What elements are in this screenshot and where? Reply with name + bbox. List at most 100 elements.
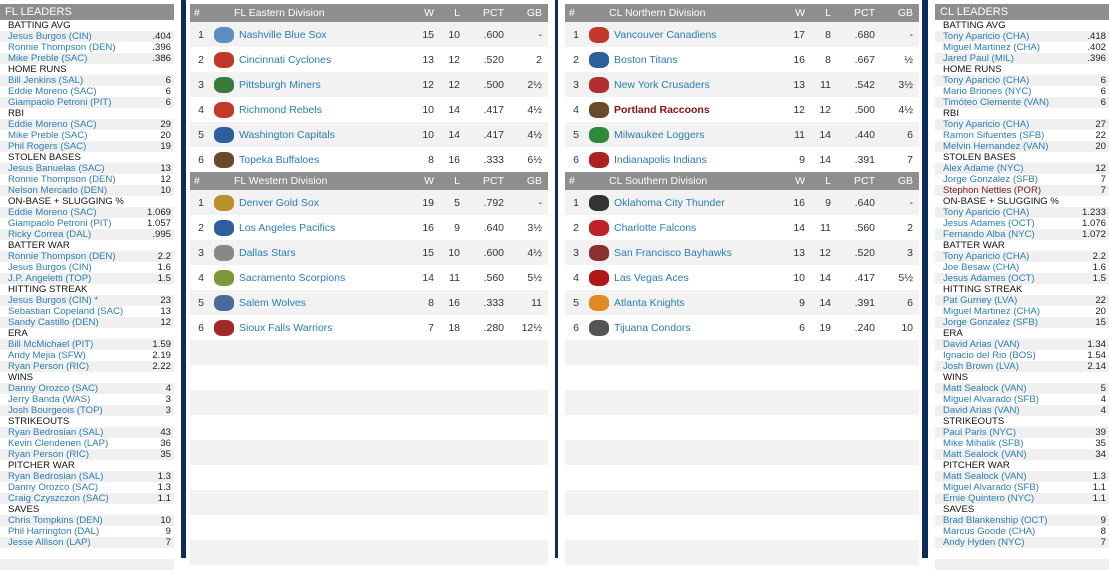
wins-column-header[interactable]: W (424, 7, 434, 19)
player-link[interactable]: Jesus Burgos (CIN) * (8, 295, 99, 306)
player-link[interactable]: Jesus Burgos (CIN) (8, 31, 92, 42)
team-logo-icon[interactable] (212, 268, 236, 288)
player-link[interactable]: Tony Aparicio (CHA) (943, 75, 1030, 86)
team-logo-icon[interactable] (212, 125, 236, 145)
player-link[interactable]: Bill McMichael (PIT) (8, 339, 94, 350)
wins-column-header[interactable]: W (795, 7, 805, 19)
player-link[interactable]: Alex Adame (NYC) (943, 163, 1024, 174)
player-link[interactable]: Phil Harrington (DAL) (8, 526, 100, 537)
losses-column-header[interactable]: L (454, 7, 460, 19)
player-link[interactable]: Ronnie Thompson (DEN) (8, 174, 116, 185)
team-logo-icon[interactable] (587, 293, 611, 313)
team-link[interactable]: Charlotte Falcons (614, 221, 697, 234)
player-link[interactable]: Stephon Nettles (POR) (943, 185, 1042, 196)
gb-column-header[interactable]: GB (526, 7, 542, 19)
pct-column-header[interactable]: PCT (854, 7, 875, 19)
team-link[interactable]: Richmond Rebels (239, 103, 322, 116)
pct-column-header[interactable]: PCT (483, 7, 504, 19)
team-logo-icon[interactable] (212, 150, 236, 170)
player-link[interactable]: David Arias (VAN) (943, 405, 1020, 416)
player-link[interactable]: Kevin Clendenen (LAP) (8, 438, 109, 449)
team-link[interactable]: Dallas Stars (239, 246, 296, 259)
player-link[interactable]: Danny Orozco (SAC) (8, 383, 99, 394)
team-logo-icon[interactable] (587, 75, 611, 95)
player-link[interactable]: Tony Aparicio (CHA) (943, 31, 1030, 42)
losses-column-header[interactable]: L (825, 175, 831, 187)
team-link[interactable]: Salem Wolves (239, 296, 306, 309)
player-link[interactable]: Ryan Bedrosian (SAL) (8, 427, 104, 438)
team-link[interactable]: Milwaukee Loggers (614, 128, 705, 141)
player-link[interactable]: Miguel Alvarado (SFB) (943, 482, 1039, 493)
player-link[interactable]: Paul Paris (NYC) (943, 427, 1017, 438)
team-link[interactable]: Indianapolis Indians (614, 153, 707, 166)
player-link[interactable]: Jorge Gonzalez (SFB) (943, 317, 1038, 328)
wins-column-header[interactable]: W (424, 175, 434, 187)
team-logo-icon[interactable] (587, 268, 611, 288)
team-link[interactable]: Los Angeles Pacifics (239, 221, 336, 234)
player-link[interactable]: David Arias (VAN) (943, 339, 1020, 350)
player-link[interactable]: J.P. Angeletti (TOP) (8, 273, 92, 284)
team-link[interactable]: Topeka Buffaloes (239, 153, 320, 166)
team-logo-icon[interactable] (587, 243, 611, 263)
player-link[interactable]: Mike Mihalik (SFB) (943, 438, 1024, 449)
player-link[interactable]: Sebastian Copeland (SAC) (8, 306, 124, 317)
losses-column-header[interactable]: L (825, 7, 831, 19)
team-link[interactable]: Washington Capitals (239, 128, 335, 141)
player-link[interactable]: Jesse Allison (LAP) (8, 537, 91, 548)
player-link[interactable]: Jared Paul (MIL) (943, 53, 1014, 64)
player-link[interactable]: Nelson Mercado (DEN) (8, 185, 108, 196)
player-link[interactable]: Phil Rogers (SAC) (8, 141, 87, 152)
player-link[interactable]: Ricky Correa (DAL) (8, 229, 92, 240)
player-link[interactable]: Matt Sealock (VAN) (943, 449, 1027, 460)
team-link[interactable]: Portland Raccoons (614, 103, 710, 116)
team-logo-icon[interactable] (587, 100, 611, 120)
team-logo-icon[interactable] (212, 193, 236, 213)
player-link[interactable]: Miguel Alvarado (SFB) (943, 394, 1039, 405)
gb-column-header[interactable]: GB (526, 175, 542, 187)
team-link[interactable]: Boston Titans (614, 53, 678, 66)
player-link[interactable]: Andy Mejia (SFW) (8, 350, 86, 361)
team-link[interactable]: San Francisco Bayhawks (614, 246, 732, 259)
player-link[interactable]: Mike Preble (SAC) (8, 53, 88, 64)
player-link[interactable]: Brad Blankenship (OCT) (943, 515, 1048, 526)
player-link[interactable]: Chris Tompkins (DEN) (8, 515, 103, 526)
player-link[interactable]: Ernie Quintero (NYC) (943, 493, 1035, 504)
player-link[interactable]: Tony Aparicio (CHA) (943, 251, 1030, 262)
team-link[interactable]: Tijuana Condors (614, 321, 691, 334)
pct-column-header[interactable]: PCT (854, 175, 875, 187)
player-link[interactable]: Fernando Alba (NYC) (943, 229, 1035, 240)
player-link[interactable]: Andy Hyden (NYC) (943, 537, 1025, 548)
team-link[interactable]: Pittsburgh Miners (239, 78, 321, 91)
player-link[interactable]: Giampaolo Petroni (PIT) (8, 97, 112, 108)
player-link[interactable]: Eddie Moreno (SAC) (8, 207, 97, 218)
player-link[interactable]: Matt Sealock (VAN) (943, 383, 1027, 394)
team-link[interactable]: Sioux Falls Warriors (239, 321, 333, 334)
team-link[interactable]: Denver Gold Sox (239, 196, 319, 209)
player-link[interactable]: Melvin Hernandez (VAN) (943, 141, 1049, 152)
player-link[interactable]: Eddie Moreno (SAC) (8, 86, 97, 97)
player-link[interactable]: Jesus Adames (OCT) (943, 273, 1035, 284)
player-link[interactable]: Miguel Martinez (CHA) (943, 42, 1041, 53)
team-link[interactable]: Las Vegas Aces (614, 271, 689, 284)
team-logo-icon[interactable] (587, 218, 611, 238)
team-logo-icon[interactable] (587, 25, 611, 45)
team-link[interactable]: Cincinnati Cyclones (239, 53, 332, 66)
team-logo-icon[interactable] (587, 150, 611, 170)
team-logo-icon[interactable] (212, 318, 236, 338)
team-logo-icon[interactable] (587, 125, 611, 145)
team-logo-icon[interactable] (212, 75, 236, 95)
team-logo-icon[interactable] (212, 50, 236, 70)
player-link[interactable]: Ronnie Thompson (DEN) (8, 42, 116, 53)
team-logo-icon[interactable] (587, 50, 611, 70)
player-link[interactable]: Tony Aparicio (CHA) (943, 119, 1030, 130)
player-link[interactable]: Mario Briones (NYC) (943, 86, 1032, 97)
team-link[interactable]: Sacramento Scorpions (239, 271, 346, 284)
player-link[interactable]: Timóteo Clemente (VAN) (943, 97, 1050, 108)
player-link[interactable]: Eddie Moreno (SAC) (8, 119, 97, 130)
player-link[interactable]: Joe Besaw (CHA) (943, 262, 1020, 273)
player-link[interactable]: Pat Gurney (LVA) (943, 295, 1018, 306)
team-logo-icon[interactable] (212, 25, 236, 45)
player-link[interactable]: Tony Aparicio (CHA) (943, 207, 1030, 218)
player-link[interactable]: Josh Bourgeois (TOP) (8, 405, 103, 416)
player-link[interactable]: Ramon Sifuentes (SFB) (943, 130, 1045, 141)
